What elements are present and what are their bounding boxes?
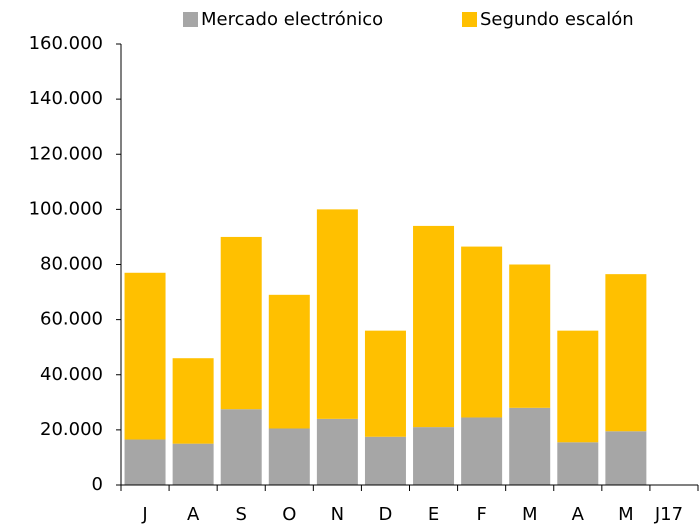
bar-segment — [220, 236, 262, 410]
bar-segment — [557, 442, 599, 485]
bar-segment — [557, 330, 599, 443]
y-tick-label: 0 — [92, 474, 103, 495]
bar-segment — [364, 436, 406, 485]
x-tick-label: J17 — [654, 504, 683, 525]
x-tick-label: S — [235, 504, 246, 525]
bar-segment — [605, 274, 647, 432]
y-tick-label: 120.000 — [29, 143, 103, 164]
x-tick-label: D — [379, 504, 393, 525]
x-tick-label: N — [331, 504, 344, 525]
y-tick-label: 100.000 — [29, 198, 103, 219]
x-tick-label: M — [618, 504, 634, 525]
x-tick-label: O — [282, 504, 296, 525]
bar-segment — [605, 431, 647, 485]
bar-segment — [364, 330, 406, 437]
y-tick-label: 160.000 — [29, 33, 103, 54]
y-tick-label: 80.000 — [40, 254, 103, 275]
bar-segment — [172, 358, 214, 444]
bar-segment — [268, 294, 310, 429]
legend-label: Segundo escalón — [480, 9, 634, 30]
x-tick-label: M — [522, 504, 538, 525]
x-tick-label: A — [572, 504, 585, 525]
y-tick-label: 60.000 — [40, 309, 103, 330]
bar-segment — [268, 428, 310, 485]
y-tick-label: 140.000 — [29, 88, 103, 109]
y-tick-label: 40.000 — [40, 364, 103, 385]
bar-segment — [461, 417, 503, 485]
x-tick-label: J — [141, 504, 147, 525]
bar-segment — [316, 209, 358, 419]
bar-segment — [220, 409, 262, 485]
x-tick-label: A — [187, 504, 200, 525]
bar-segment — [413, 225, 455, 428]
bar-segment — [316, 418, 358, 485]
bar-segment — [124, 272, 166, 440]
bar-segment — [461, 246, 503, 418]
y-tick-label: 20.000 — [40, 419, 103, 440]
legend-label: Mercado electrónico — [201, 9, 383, 30]
legend-swatch — [462, 12, 477, 27]
bar-segment — [509, 264, 551, 408]
x-tick-label: F — [476, 504, 486, 525]
x-tick-label: E — [428, 504, 439, 525]
legend-swatch — [183, 12, 198, 27]
bar-segment — [172, 443, 214, 485]
bar-segment — [509, 407, 551, 485]
bar-segment — [413, 427, 455, 485]
bar-segment — [124, 439, 166, 485]
